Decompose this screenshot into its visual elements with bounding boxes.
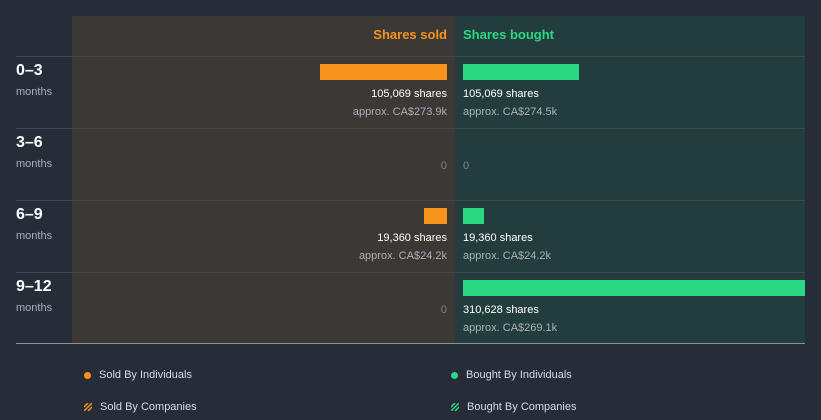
bought-approx-label: approx. CA$24.2k [463, 250, 552, 262]
period-unit: months [16, 230, 53, 242]
bought-shares-label: 310,628 shares [463, 304, 539, 316]
period-unit: months [16, 302, 53, 314]
chart-baseline [16, 343, 805, 344]
row-divider [16, 272, 805, 273]
bought-bar [463, 64, 579, 80]
header-shares-bought: Shares bought [463, 27, 555, 42]
period-unit: months [16, 86, 53, 98]
bought-bar [463, 280, 805, 296]
stripe-icon [451, 403, 459, 411]
sold-approx-label: approx. CA$24.2k [358, 250, 447, 262]
bought-zero-label: 0 [463, 160, 470, 172]
dot-icon [84, 371, 91, 379]
legend-label: Sold By Individuals [99, 369, 192, 381]
sold-approx-label: approx. CA$273.9k [352, 106, 447, 118]
sold-shares-label: 105,069 shares [371, 88, 447, 100]
bought-bar [463, 208, 484, 224]
legend-label: Bought By Companies [467, 401, 577, 413]
period-label: 6–9 [16, 206, 43, 223]
sold-bar [424, 208, 447, 224]
period-label: 9–12 [16, 278, 52, 295]
row-divider [16, 200, 805, 201]
legend-label: Sold By Companies [100, 401, 197, 413]
header-shares-sold: Shares sold [373, 27, 447, 42]
bought-shares-label: 105,069 shares [463, 88, 539, 100]
dot-icon [451, 371, 458, 379]
legend-sold-individuals: Sold By Individuals [84, 369, 192, 381]
period-label: 0–3 [16, 62, 43, 79]
sold-zero-label: 0 [440, 304, 447, 316]
sold-zero-label: 0 [440, 160, 447, 172]
legend-bought-companies: Bought By Companies [451, 401, 576, 413]
period-label: 3–6 [16, 134, 43, 151]
row-divider [16, 128, 805, 129]
period-unit: months [16, 158, 53, 170]
bought-approx-label: approx. CA$274.5k [463, 106, 558, 118]
legend-sold-companies: Sold By Companies [84, 401, 197, 413]
legend-bought-individuals: Bought By Individuals [451, 369, 572, 381]
bought-shares-label: 19,360 shares [463, 232, 533, 244]
legend-label: Bought By Individuals [466, 369, 572, 381]
row-divider [16, 56, 805, 57]
stripe-icon [84, 403, 92, 411]
bought-approx-label: approx. CA$269.1k [463, 322, 558, 334]
sold-bar [320, 64, 447, 80]
sold-shares-label: 19,360 shares [377, 232, 447, 244]
